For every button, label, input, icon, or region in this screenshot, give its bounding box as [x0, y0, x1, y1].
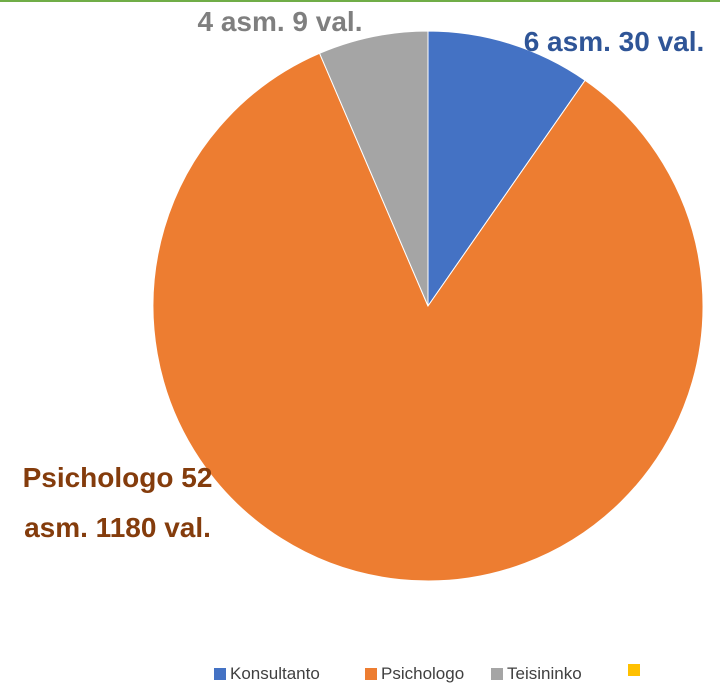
top-border: [0, 0, 720, 2]
legend-label: Psichologo: [381, 664, 465, 683]
legend-swatch: [628, 664, 640, 676]
legend-item: Konsultanto: [214, 664, 320, 684]
legend-label: Teisininko: [507, 664, 582, 683]
data-label: 4 asm. 9 val.: [197, 6, 363, 37]
legend-swatch: [214, 668, 226, 680]
data-label: Psichologo 52 asm. 1180 val.: [22, 462, 213, 543]
legend-item: Psichologo: [365, 664, 464, 684]
legend-swatch: [491, 668, 503, 680]
pie-slice: [318, 30, 429, 307]
legend: Konsultanto Psichologo Teisininko: [0, 664, 720, 688]
legend-item: Teisininko: [491, 664, 582, 684]
pie-slice: [152, 52, 704, 582]
pie-slice: [427, 30, 586, 308]
data-label: 6 asm. 30 val.: [523, 26, 705, 57]
legend-swatch: [365, 668, 377, 680]
legend-item: [628, 664, 644, 676]
legend-label: Konsultanto: [230, 664, 320, 683]
